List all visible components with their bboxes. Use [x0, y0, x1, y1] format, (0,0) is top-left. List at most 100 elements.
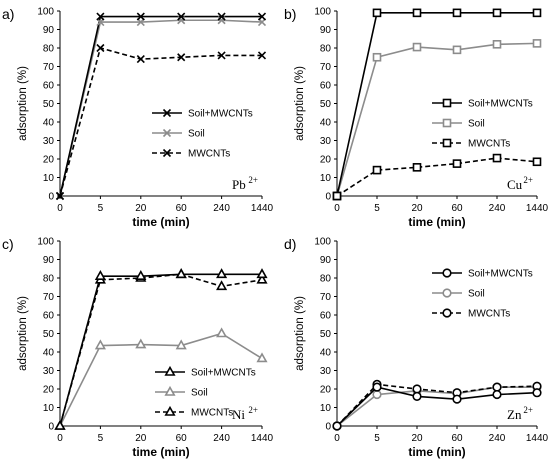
data-point-mwcnts	[492, 382, 502, 392]
y-tick-label: 0	[48, 422, 54, 433]
series-line-mwcnts	[336, 383, 538, 427]
y-tick-label: 70	[320, 62, 332, 73]
legend-entry: MWCNTs	[432, 139, 510, 150]
legend-label: MWCNTs	[468, 139, 510, 150]
y-axis-label: adsorption (%)	[17, 296, 29, 371]
ion-symbol: Pb	[232, 177, 246, 192]
y-tick-label: 70	[43, 62, 55, 73]
legend-marker	[162, 148, 172, 158]
legend-marker	[442, 138, 452, 148]
x-tick-label: 1440	[526, 433, 549, 444]
series-line-soil-mwcnts	[59, 15, 262, 197]
data-point-soil-mwcnts	[492, 8, 502, 18]
legend-entry: Soil+MWCNTs	[152, 109, 253, 120]
data-point-mwcnts	[216, 280, 228, 291]
y-tick-label: 90	[43, 255, 55, 266]
ion-symbol: Cu	[507, 177, 523, 192]
data-point-soil-mwcnts	[452, 394, 462, 404]
y-tick-label: 20	[43, 385, 55, 396]
y-tick-label: 60	[43, 81, 55, 92]
y-tick-label: 30	[320, 136, 332, 147]
data-point-soil-mwcnts	[136, 12, 145, 21]
series-line-soil	[59, 332, 263, 427]
data-point-soil	[372, 52, 382, 62]
y-tick-label: 50	[320, 329, 332, 340]
y-tick-label: 40	[320, 118, 332, 129]
data-point-mwcnts	[372, 165, 382, 175]
y-tick-label: 40	[320, 348, 332, 359]
x-tick-label: 240	[213, 433, 230, 444]
y-tick-label: 90	[320, 25, 332, 36]
x-tick-label: 20	[411, 203, 423, 214]
y-tick-label: 80	[320, 44, 332, 55]
data-point-soil-mwcnts	[54, 419, 66, 430]
x-axis-label: time (min)	[408, 215, 465, 229]
x-tick-label: 1440	[251, 203, 274, 214]
legend-entry: Soil+MWCNTs	[155, 365, 256, 379]
legend-label: Soil+MWCNTs	[468, 99, 533, 110]
legend-marker	[442, 98, 452, 108]
ion-charge: 2+	[523, 405, 533, 415]
series-line-mwcnts	[59, 273, 263, 427]
y-axis-label: adsorption (%)	[294, 296, 306, 371]
x-tick-label: 20	[135, 203, 147, 214]
y-tick-label: 30	[43, 366, 55, 377]
legend-marker	[162, 128, 172, 138]
legend-label: Soil	[191, 388, 208, 399]
data-point-mwcnts	[136, 55, 145, 64]
data-point-mwcnts	[492, 153, 502, 163]
x-axis-label: time (min)	[132, 445, 189, 459]
y-tick-label: 10	[43, 173, 55, 184]
legend-marker	[162, 108, 172, 118]
data-point-soil-mwcnts	[256, 268, 268, 279]
x-tick-label: 0	[57, 433, 63, 444]
legend-label: Soil+MWCNTs	[188, 109, 253, 120]
y-tick-label: 80	[43, 44, 55, 55]
x-tick-label: 60	[176, 433, 188, 444]
chart-panel-d: 0 10 20 30 40 50 60 70 80 90 100 0 5 20 60 240 1440 time …	[284, 236, 549, 459]
data-point-soil	[412, 42, 422, 52]
x-tick-label: 60	[451, 203, 463, 214]
data-point-soil-mwcnts	[412, 8, 422, 18]
y-axis-label: adsorption (%)	[17, 66, 29, 141]
data-point-soil-mwcnts	[332, 191, 342, 201]
data-point-soil-mwcnts	[372, 8, 382, 18]
legend-entry: Soil+MWCNTs	[432, 99, 533, 110]
data-point-soil	[256, 352, 268, 363]
data-point-soil-mwcnts	[135, 270, 147, 280]
data-point-soil	[532, 39, 542, 48]
legend-marker	[164, 405, 176, 416]
x-tick-label: 5	[98, 433, 104, 444]
data-point-mwcnts	[96, 43, 105, 53]
y-tick-label: 0	[325, 422, 331, 433]
legend-label: Soil+MWCNTs	[191, 368, 256, 379]
data-point-mwcnts	[532, 157, 542, 167]
legend-marker	[442, 288, 452, 298]
legend-label: Soil	[188, 129, 205, 140]
y-tick-label: 60	[320, 311, 332, 322]
legend-marker	[164, 385, 176, 396]
data-point-mwcnts	[257, 51, 267, 60]
data-point-mwcnts	[412, 163, 422, 172]
y-tick-label: 100	[314, 7, 331, 18]
legend-entry: Soil	[155, 385, 208, 399]
legend-entry: MWCNTs	[152, 149, 230, 160]
x-tick-label: 240	[489, 433, 506, 444]
data-point-soil	[372, 389, 382, 400]
x-tick-label: 5	[374, 433, 380, 444]
legend-marker	[442, 118, 452, 128]
legend-marker	[442, 308, 452, 318]
chart-panel-b: 0 10 20 30 40 50 60 70 80 90 100 0 5 20 60 240 1440 time …	[284, 6, 549, 229]
legend-marker	[164, 365, 176, 376]
x-tick-label: 0	[334, 203, 340, 214]
data-point-soil-mwcnts	[532, 388, 542, 398]
data-point-soil	[492, 39, 502, 49]
legend-label: MWCNTs	[188, 149, 230, 160]
y-tick-label: 20	[320, 155, 332, 166]
y-tick-label: 90	[43, 25, 55, 36]
legend-label: Soil+MWCNTs	[468, 269, 533, 280]
y-tick-label: 0	[325, 192, 331, 203]
panel-label: d)	[284, 236, 296, 252]
data-point-soil	[135, 338, 147, 349]
